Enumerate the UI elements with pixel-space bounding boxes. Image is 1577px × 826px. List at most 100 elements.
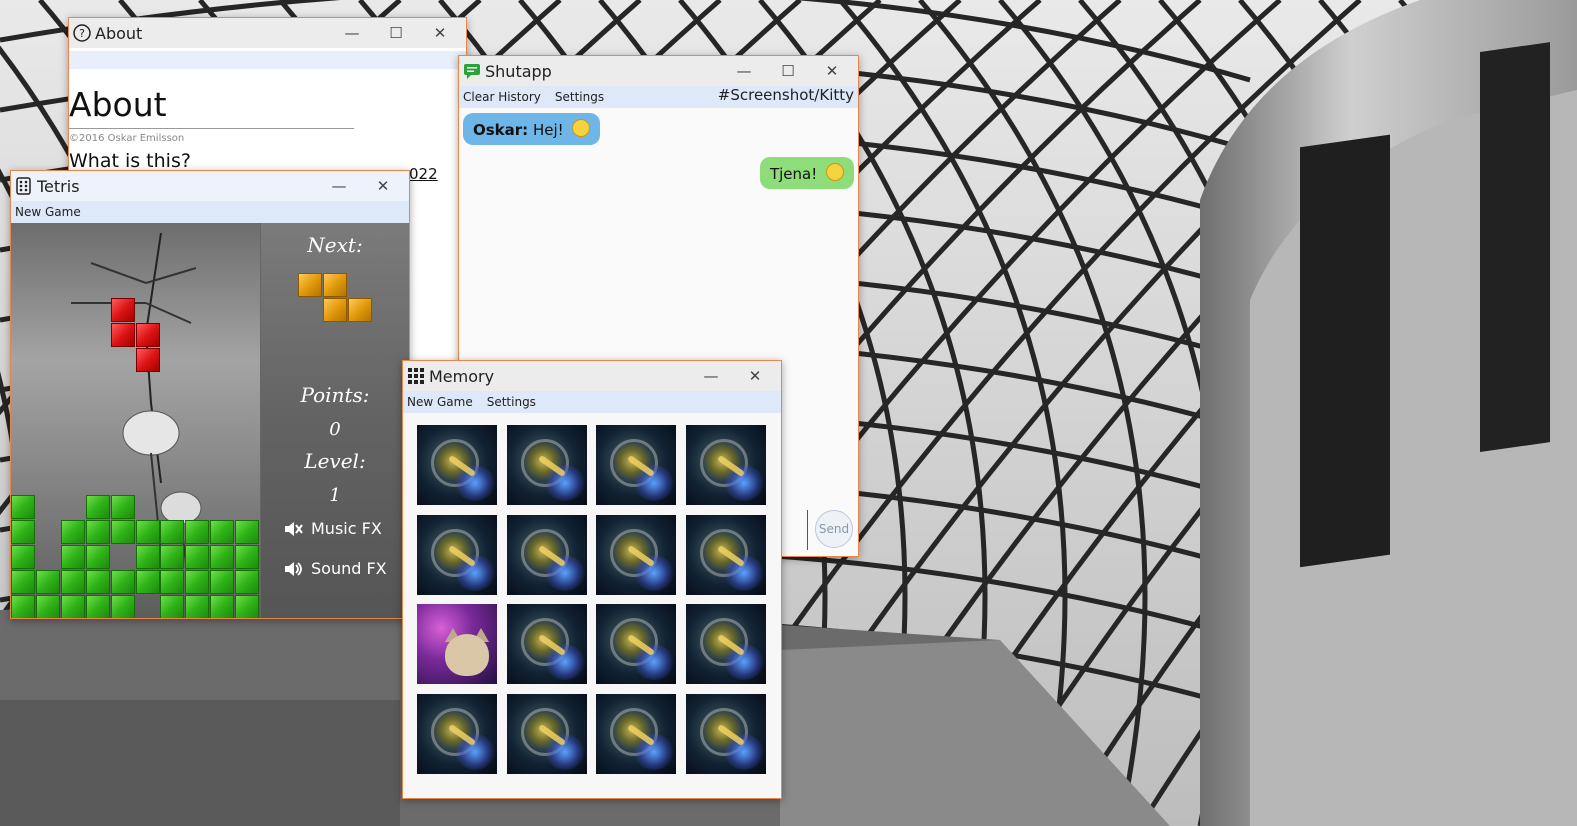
tetris-titlebar[interactable]: Tetris — ✕ — [11, 171, 409, 201]
memory-card-hidden[interactable] — [596, 604, 676, 684]
menu-settings[interactable]: Settings — [486, 395, 536, 409]
stacked-block — [60, 519, 85, 544]
card-back-art — [544, 554, 585, 591]
next-piece-block — [348, 298, 372, 322]
shutapp-titlebar[interactable]: Shutapp — ☐ ✕ — [459, 56, 858, 86]
card-back-art — [455, 554, 495, 591]
minimize-icon[interactable]: — — [703, 367, 719, 385]
memory-card-hidden[interactable] — [417, 425, 497, 505]
stacked-block — [11, 544, 35, 569]
smiley-icon — [572, 119, 591, 137]
stacked-block — [185, 569, 210, 594]
music-fx-label: Music FX — [311, 519, 382, 538]
smiley-icon — [826, 163, 844, 181]
about-title: About — [95, 23, 143, 43]
level-value: 1 — [329, 485, 341, 506]
memory-card-hidden[interactable] — [596, 693, 676, 774]
next-piece-block — [323, 298, 347, 322]
card-back-art — [544, 733, 585, 770]
memory-card-hidden[interactable] — [417, 514, 497, 595]
menu-settings[interactable]: Settings — [554, 90, 605, 104]
message-author: Oskar: — [473, 121, 529, 139]
card-back-art — [723, 554, 764, 591]
stacked-block — [135, 569, 160, 594]
memory-title: Memory — [429, 366, 495, 386]
memory-card-hidden[interactable] — [685, 693, 766, 774]
stacked-block — [135, 519, 160, 544]
message-outgoing: Tjena! — [759, 157, 854, 189]
stacked-block — [160, 594, 185, 618]
about-heading: About — [69, 85, 167, 124]
close-icon[interactable]: ✕ — [433, 24, 447, 42]
memory-card-revealed[interactable] — [417, 604, 497, 684]
menu-clear-history[interactable]: Clear History — [463, 90, 541, 104]
about-titlebar[interactable]: ? About — ☐ ✕ — [69, 18, 466, 48]
memory-titlebar[interactable]: Memory — ✕ — [403, 361, 781, 391]
card-back-art — [634, 554, 674, 591]
falling-block — [135, 322, 160, 347]
stacked-block — [35, 569, 60, 594]
message-input[interactable] — [805, 510, 808, 550]
stacked-block — [110, 494, 135, 519]
stacked-block — [60, 594, 85, 618]
memory-card-hidden[interactable] — [596, 425, 676, 505]
stacked-block — [35, 594, 60, 618]
memory-window: Memory — ✕ New Game Settings — [402, 360, 782, 799]
tetris-window: Tetris — ✕ New Game Next: Points: 0 Leve… — [10, 170, 410, 619]
menu-new-game[interactable]: New Game — [15, 205, 81, 219]
stacked-block — [85, 594, 110, 618]
falling-block — [110, 297, 135, 322]
grid-icon — [406, 366, 426, 386]
falling-block — [110, 322, 135, 347]
stacked-block — [160, 519, 185, 544]
memory-card-hidden[interactable] — [506, 693, 587, 774]
memory-card-hidden[interactable] — [685, 514, 766, 595]
level-label: Level: — [304, 449, 366, 473]
stacked-block — [210, 544, 235, 569]
maximize-icon[interactable]: ☐ — [781, 62, 795, 80]
chat-icon — [462, 61, 482, 81]
stacked-block — [85, 569, 110, 594]
next-piece-block — [323, 273, 347, 297]
stacked-block — [235, 569, 260, 594]
card-back-art — [723, 733, 764, 770]
points-label: Points: — [300, 383, 370, 407]
memory-card-hidden[interactable] — [685, 604, 766, 684]
stacked-block — [185, 544, 210, 569]
minimize-icon[interactable]: — — [344, 24, 360, 42]
stacked-block — [235, 519, 260, 544]
minimize-icon[interactable]: — — [736, 62, 752, 80]
maximize-icon[interactable]: ☐ — [389, 24, 403, 42]
dice-icon — [14, 176, 34, 196]
memory-card-hidden[interactable] — [685, 425, 766, 505]
music-fx-toggle[interactable]: Music FX — [283, 519, 382, 538]
memory-card-hidden[interactable] — [506, 425, 587, 505]
tetris-side-panel: Next: Points: 0 Level: 1 Music FX Sound … — [261, 223, 409, 618]
message-text: Tjena! — [769, 165, 818, 183]
stacked-block — [85, 519, 110, 544]
close-icon[interactable]: ✕ — [825, 62, 839, 80]
memory-card-hidden[interactable] — [506, 514, 587, 595]
menu-new-game[interactable]: New Game — [407, 395, 473, 409]
tetris-board[interactable] — [11, 223, 260, 618]
memory-card-hidden[interactable] — [506, 604, 587, 684]
memory-card-hidden[interactable] — [417, 693, 497, 774]
stacked-block — [135, 544, 160, 569]
stacked-block — [11, 594, 35, 618]
sound-fx-toggle[interactable]: Sound FX — [283, 559, 387, 578]
stacked-block — [85, 544, 110, 569]
about-toolbar — [69, 51, 466, 69]
stacked-block — [160, 569, 185, 594]
minimize-icon[interactable]: — — [331, 177, 347, 195]
message-incoming: Oskar: Hej! — [463, 113, 601, 145]
memory-card-hidden[interactable] — [596, 514, 676, 595]
send-button[interactable]: Send — [815, 510, 853, 548]
close-icon[interactable]: ✕ — [376, 177, 390, 195]
close-icon[interactable]: ✕ — [748, 367, 762, 385]
stacked-block — [210, 594, 235, 618]
stacked-block — [11, 494, 35, 519]
channel-name: #Screenshot/Kitty — [717, 86, 854, 104]
dome-rib — [918, 0, 1148, 826]
speaker-icon — [285, 561, 302, 576]
about-link[interactable]: 022 — [409, 165, 438, 183]
